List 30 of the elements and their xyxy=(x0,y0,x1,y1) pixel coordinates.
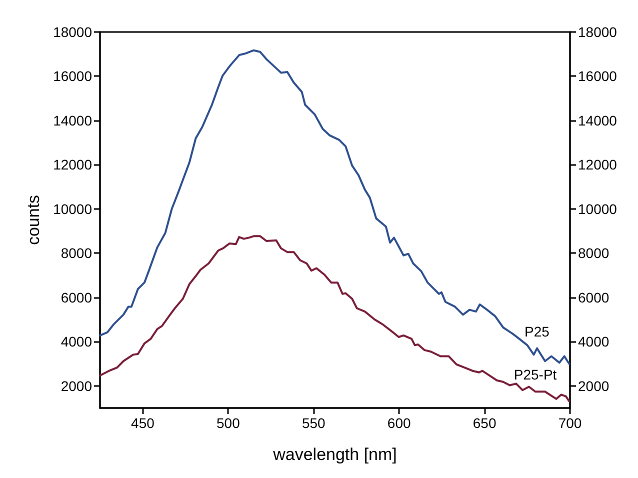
y2-tick-label: 16000 xyxy=(578,68,618,84)
y2-tick-label: 8000 xyxy=(578,245,610,262)
x-tick-label: 500 xyxy=(216,415,240,431)
y-tick-label: 14000 xyxy=(53,112,92,128)
y2-tick-label: 14000 xyxy=(578,112,618,128)
x-tick-label: 450 xyxy=(131,415,155,431)
y-tick-label: 6000 xyxy=(60,289,92,306)
y2-tick-label: 18000 xyxy=(578,24,618,40)
y-tick-label: 16000 xyxy=(53,68,92,84)
series-label: P25 xyxy=(524,323,550,340)
y2-tick-label: 10000 xyxy=(578,200,618,217)
x-tick-label: 600 xyxy=(387,415,411,431)
y2-tick-label: 6000 xyxy=(578,289,610,306)
y2-tick-label: 12000 xyxy=(578,156,618,173)
x-axis-title: wavelength [nm] xyxy=(272,445,397,464)
y-tick-label: 2000 xyxy=(60,378,92,394)
x-tick-label: 700 xyxy=(558,415,582,431)
y-tick-label: 18000 xyxy=(53,24,92,40)
y-tick-label: 12000 xyxy=(53,156,92,173)
y-tick-label: 4000 xyxy=(60,334,92,350)
line-series xyxy=(99,235,570,402)
x-tick-label: 650 xyxy=(472,415,496,431)
series-label: P25-Pt xyxy=(514,366,557,383)
y2-tick-label: 4000 xyxy=(578,334,610,350)
y-tick-label: 8000 xyxy=(60,245,92,262)
y-axis-title: counts xyxy=(24,194,43,246)
x-tick-label: 550 xyxy=(302,415,326,431)
y-tick-label: 10000 xyxy=(53,200,92,217)
line-series xyxy=(99,49,570,365)
y2-tick-label: 2000 xyxy=(578,378,610,394)
